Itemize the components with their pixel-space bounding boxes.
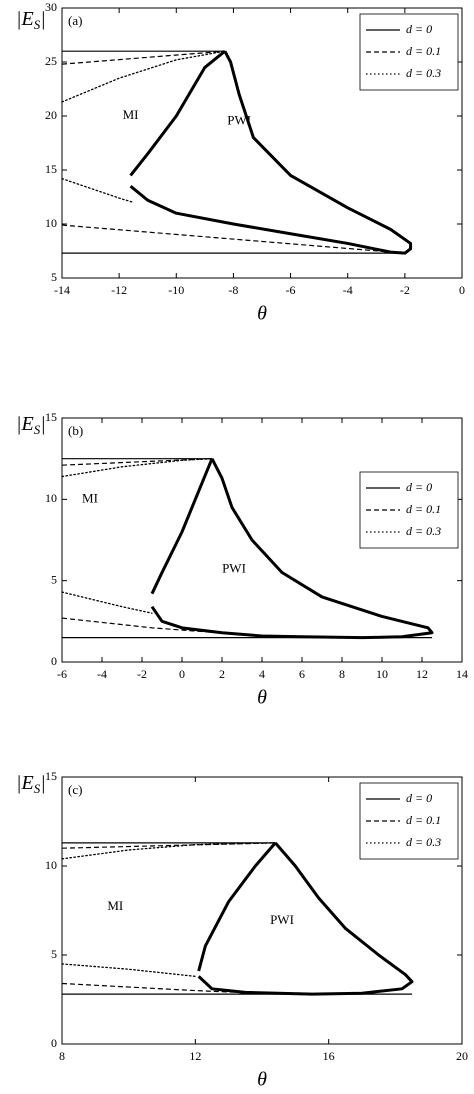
data-line [61, 224, 405, 254]
y-tick-label: 10 [45, 216, 57, 230]
data-line [61, 458, 213, 478]
y-axis-label-sub: S [34, 781, 41, 796]
legend-label: d = 0.3 [406, 835, 441, 849]
x-tick-label: 2 [219, 667, 225, 681]
y-tick-label: 5 [51, 947, 57, 961]
annotation: PWI [270, 912, 294, 927]
x-tick-label: 20 [456, 1049, 468, 1063]
legend-label: d = 0 [406, 791, 432, 805]
x-tick-label: 10 [376, 667, 388, 681]
x-tick-label: 0 [179, 667, 185, 681]
y-axis-label-sub: S [34, 17, 41, 32]
data-line [61, 177, 135, 204]
x-tick-label: -6 [286, 283, 296, 297]
y-axis-label-end: | [40, 8, 46, 30]
y-axis-label-end: | [40, 413, 46, 435]
x-tick-label: -12 [111, 283, 127, 297]
y-tick-label: 20 [45, 108, 57, 122]
x-tick-label: 8 [339, 667, 345, 681]
annotation: MI [123, 107, 139, 122]
data-line [150, 457, 434, 640]
y-tick-label: 10 [45, 858, 57, 872]
panel: 8 12 16 20 0 5 10 15 θ |ES| (c) MI PWI d = 0 d = 0.1 d … [16, 769, 468, 1091]
y-tick-label: 15 [45, 769, 57, 783]
legend-label: d = 0.3 [406, 66, 441, 80]
y-tick-label: 15 [45, 410, 57, 424]
panel: -6 -4 -2 0 2 4 6 8 10 12 14 0 5 10 15 θ |ES| (b) MI PWI d = … [16, 410, 468, 709]
x-tick-label: -14 [54, 283, 70, 297]
annotation: MI [107, 898, 123, 913]
data-line [61, 842, 276, 849]
y-tick-label: 10 [45, 491, 57, 505]
legend-label: d = 0 [406, 480, 432, 494]
legend-label: d = 0.3 [406, 524, 441, 538]
data-line [197, 841, 277, 972]
x-axis-label: θ [257, 303, 267, 325]
x-tick-label: 4 [259, 667, 265, 681]
legend-label: d = 0 [406, 22, 432, 36]
x-tick-label: 8 [59, 1049, 65, 1063]
legend-label: d = 0.1 [406, 502, 441, 516]
y-axis-label: |ES| [16, 772, 46, 796]
data-line [61, 50, 226, 103]
x-tick-label: 0 [459, 283, 465, 297]
x-tick-label: 12 [416, 667, 428, 681]
y-axis-label-main: |E [16, 772, 34, 794]
x-tick-label: -10 [168, 283, 184, 297]
data-line [61, 458, 213, 466]
y-tick-label: 0 [51, 654, 57, 668]
x-tick-label: -8 [228, 283, 238, 297]
x-tick-label: 16 [323, 1049, 335, 1063]
y-tick-label: 25 [45, 54, 57, 68]
y-axis-label-main: |E [16, 8, 34, 30]
x-tick-label: -4 [97, 667, 107, 681]
data-line [150, 458, 214, 595]
x-tick-label: -2 [400, 283, 410, 297]
y-axis-label-main: |E [16, 413, 34, 435]
annotation: MI [82, 490, 98, 505]
y-tick-label: 30 [45, 0, 57, 14]
legend-label: d = 0.1 [406, 44, 441, 58]
annotation: PWI [222, 560, 246, 575]
y-tick-label: 5 [51, 572, 57, 586]
data-line [61, 50, 225, 65]
data-line [129, 50, 226, 177]
y-axis-label: |ES| [16, 8, 46, 32]
panel-label: (b) [68, 423, 83, 438]
y-tick-label: 0 [51, 1036, 57, 1050]
data-line [197, 841, 414, 996]
legend-label: d = 0.1 [406, 813, 441, 827]
x-axis-label: θ [257, 687, 267, 709]
plot-frame [61, 776, 463, 1045]
y-tick-label: 5 [51, 270, 57, 284]
x-tick-label: 6 [299, 667, 305, 681]
x-tick-label: -6 [57, 667, 67, 681]
panel-label: (a) [68, 13, 82, 28]
y-tick-label: 15 [45, 162, 57, 176]
data-line [61, 963, 196, 978]
x-tick-label: -4 [343, 283, 353, 297]
data-line [129, 50, 413, 255]
data-line [61, 842, 276, 860]
x-tick-label: -2 [137, 667, 147, 681]
x-axis-label: θ [257, 1069, 267, 1091]
data-line [61, 591, 153, 614]
panel-label: (c) [68, 782, 82, 797]
y-axis-label: |ES| [16, 413, 46, 437]
x-tick-label: 14 [456, 667, 468, 681]
y-axis-label-end: | [40, 772, 46, 794]
plot-frame [61, 7, 463, 279]
y-axis-label-sub: S [34, 422, 41, 437]
x-tick-label: 12 [189, 1049, 201, 1063]
